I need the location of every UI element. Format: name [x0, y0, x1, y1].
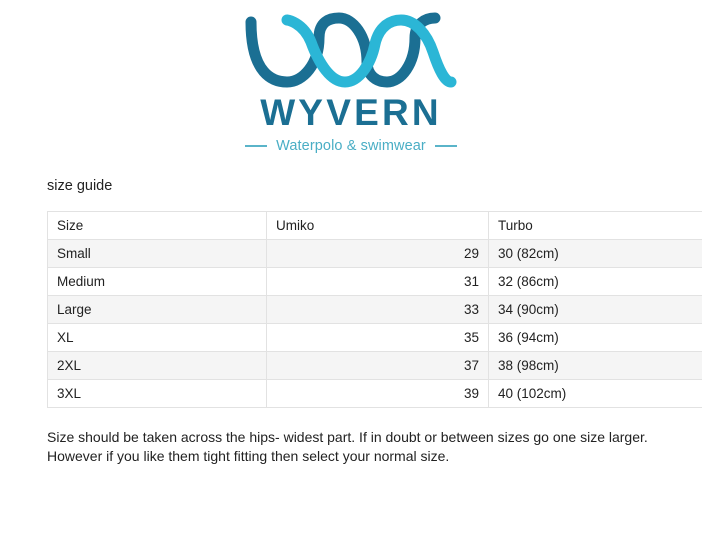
cell-turbo: 32 (86cm): [488, 267, 702, 296]
cell-umiko: 33: [266, 295, 489, 324]
logo-wordmark: WYVERN: [260, 92, 442, 133]
table-row: Medium 31 32 (86cm): [47, 267, 702, 296]
brand-logo-block: WYVERN Waterpolo & swimwear: [0, 0, 702, 154]
table-header-row: Size Umiko Turbo: [47, 211, 702, 240]
cell-umiko: 39: [266, 379, 489, 408]
cell-size: 2XL: [47, 351, 267, 380]
logo-tagline-row: Waterpolo & swimwear: [245, 138, 457, 154]
cell-umiko: 35: [266, 323, 489, 352]
cell-size: Large: [47, 295, 267, 324]
logo-tagline: Waterpolo & swimwear: [276, 138, 426, 154]
table-header: Size Umiko Turbo: [47, 211, 702, 240]
page-title: size guide: [47, 178, 113, 194]
column-header-size: Size: [47, 211, 267, 240]
cell-size: 3XL: [47, 379, 267, 408]
table-row: Small 29 30 (82cm): [47, 239, 702, 268]
wyvern-wave-logo-icon: [245, 12, 457, 88]
table-row: XL 35 36 (94cm): [47, 323, 702, 352]
cell-turbo: 34 (90cm): [488, 295, 702, 324]
table-row: 3XL 39 40 (102cm): [47, 379, 702, 408]
column-header-turbo: Turbo: [488, 211, 702, 240]
size-guide-table: Size Umiko Turbo Small 29 30 (82cm) Medi…: [47, 211, 702, 408]
table-row: Large 33 34 (90cm): [47, 295, 702, 324]
cell-turbo: 38 (98cm): [488, 351, 702, 380]
cell-umiko: 31: [266, 267, 489, 296]
column-header-umiko: Umiko: [266, 211, 489, 240]
cell-turbo: 36 (94cm): [488, 323, 702, 352]
tagline-dash-right: [434, 145, 457, 147]
cell-turbo: 30 (82cm): [488, 239, 702, 268]
cell-size: XL: [47, 323, 267, 352]
cell-size: Medium: [47, 267, 267, 296]
cell-turbo: 40 (102cm): [488, 379, 702, 408]
size-guide-content: size guide Size Umiko Turbo Small 29 30 …: [47, 178, 702, 481]
sizing-footnote: Size should be taken across the hips- wi…: [47, 429, 648, 465]
table-row: 2XL 37 38 (98cm): [47, 351, 702, 380]
cell-size: Small: [47, 239, 267, 268]
tagline-dash-left: [245, 145, 268, 147]
table-body: Small 29 30 (82cm) Medium 31 32 (86cm) L…: [47, 239, 702, 408]
cell-umiko: 29: [266, 239, 489, 268]
cell-umiko: 37: [266, 351, 489, 380]
